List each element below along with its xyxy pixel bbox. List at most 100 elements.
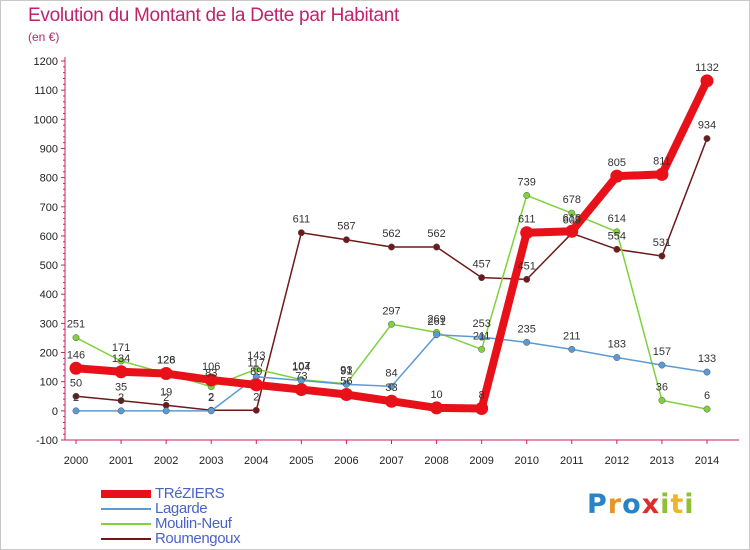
data-point-tr-ziers <box>655 167 669 181</box>
x-tick-label: 2014 <box>695 455 719 467</box>
data-point-roumengoux <box>117 397 125 405</box>
data-point-roumengoux <box>297 229 305 237</box>
y-tick-label: 600 <box>40 231 58 243</box>
data-label-roumengoux: 2 <box>253 391 259 403</box>
y-tick-label: 0 <box>52 406 58 418</box>
data-point-lagarde <box>388 382 395 390</box>
y-tick-label: 900 <box>40 143 58 155</box>
data-label-tr-ziers: 73 <box>295 371 307 383</box>
data-label-moulin-neuf: 739 <box>518 176 536 188</box>
data-label-roumengoux: 562 <box>427 228 445 240</box>
data-point-tr-ziers <box>294 383 308 397</box>
y-tick-label: -100 <box>36 435 58 447</box>
data-point-tr-ziers <box>249 378 263 392</box>
legend: TRéZIERS Lagarde Moulin-Neuf Roumengoux <box>101 485 301 547</box>
legend-item: Roumengoux <box>101 530 301 547</box>
x-tick-label: 2000 <box>64 455 88 467</box>
y-tick-label: 300 <box>40 318 58 330</box>
legend-swatch <box>101 523 151 525</box>
y-tick-label: 1000 <box>34 114 58 126</box>
x-tick-label: 2004 <box>244 455 268 467</box>
data-label-roumengoux: 562 <box>382 228 400 240</box>
data-label-roumengoux: 531 <box>653 237 671 249</box>
data-point-roumengoux <box>703 135 711 142</box>
data-label-tr-ziers: 134 <box>112 353 130 365</box>
data-label-tr-ziers: 146 <box>67 349 85 361</box>
data-label-moulin-neuf: 251 <box>67 319 85 331</box>
data-label-tr-ziers: 33 <box>385 382 397 394</box>
data-point-tr-ziers <box>520 226 534 240</box>
x-tick-label: 2012 <box>605 455 629 467</box>
data-label-tr-ziers: 1132 <box>695 62 719 74</box>
y-tick-label: 400 <box>40 289 58 301</box>
x-tick-label: 2013 <box>650 455 674 467</box>
legend-label: TRéZIERS <box>155 485 225 502</box>
data-point-lagarde <box>478 333 486 341</box>
data-point-tr-ziers <box>565 224 579 238</box>
x-tick-label: 2003 <box>199 455 223 467</box>
x-tick-label: 2008 <box>424 455 448 467</box>
data-point-roumengoux <box>478 274 486 282</box>
legend-label: Moulin-Neuf <box>155 515 232 532</box>
data-label-moulin-neuf: 6 <box>704 390 710 402</box>
data-label-lagarde: 117 <box>248 358 266 370</box>
data-point-tr-ziers <box>430 401 444 415</box>
data-point-moulin-neuf <box>613 228 621 236</box>
y-tick-label: 1100 <box>34 85 58 97</box>
data-label-moulin-neuf: 126 <box>157 355 175 367</box>
y-tick-label: 200 <box>40 348 58 360</box>
data-label-lagarde: 261 <box>427 316 445 328</box>
data-point-lagarde <box>433 331 441 339</box>
data-point-moulin-neuf <box>703 405 711 413</box>
data-label-tr-ziers: 611 <box>518 214 536 226</box>
unit-label: (en €) <box>28 30 60 44</box>
x-tick-label: 2009 <box>469 455 493 467</box>
data-point-lagarde <box>523 338 531 346</box>
data-point-lagarde <box>613 354 621 361</box>
y-tick-label: 500 <box>40 260 58 272</box>
data-point-lagarde <box>658 361 666 369</box>
data-label-roumengoux: 451 <box>518 260 536 272</box>
data-label-tr-ziers: 805 <box>608 157 626 169</box>
x-tick-label: 2002 <box>154 455 178 467</box>
data-point-tr-ziers <box>339 388 353 402</box>
logo-letter: i <box>660 489 671 520</box>
legend-item: Moulin-Neuf <box>101 515 301 532</box>
x-tick-label: 2010 <box>514 455 538 467</box>
data-label-lagarde: 104 <box>292 362 310 374</box>
data-label-lagarde: 183 <box>608 338 626 350</box>
data-point-roumengoux <box>342 236 350 244</box>
data-label-roumengoux: 35 <box>115 382 127 394</box>
data-label-tr-ziers: 106 <box>202 361 220 373</box>
x-tick-label: 2011 <box>560 455 584 467</box>
data-point-roumengoux <box>252 406 260 414</box>
data-point-tr-ziers <box>475 402 489 416</box>
data-point-tr-ziers <box>159 367 173 381</box>
data-label-moulin-neuf: 143 <box>247 350 265 362</box>
logo-letter: x <box>641 489 661 520</box>
data-label-lagarde: 84 <box>385 367 397 379</box>
data-point-tr-ziers <box>610 169 624 183</box>
y-tick-label: 1200 <box>34 56 58 68</box>
data-label-roumengoux: 611 <box>293 214 311 226</box>
logo-letter: t <box>670 489 685 520</box>
data-label-moulin-neuf: 297 <box>382 305 400 317</box>
data-label-moulin-neuf: 614 <box>608 213 626 225</box>
data-point-lagarde <box>703 368 711 376</box>
data-point-moulin-neuf <box>658 396 666 404</box>
data-point-lagarde <box>342 380 350 388</box>
data-label-roumengoux: 609 <box>563 214 581 226</box>
data-label-moulin-neuf: 678 <box>563 194 581 206</box>
data-label-tr-ziers: 10 <box>430 389 442 401</box>
logo-letter: r <box>607 489 623 520</box>
y-tick-label: 700 <box>40 202 58 214</box>
data-point-lagarde <box>117 407 125 415</box>
data-label-roumengoux: 554 <box>608 230 626 242</box>
x-tick-label: 2006 <box>334 455 358 467</box>
data-point-lagarde <box>568 345 576 353</box>
data-label-roumengoux: 934 <box>698 120 716 132</box>
data-label-lagarde: 235 <box>518 323 536 335</box>
data-label-tr-ziers: 8 <box>479 390 485 402</box>
data-point-moulin-neuf <box>523 191 531 199</box>
